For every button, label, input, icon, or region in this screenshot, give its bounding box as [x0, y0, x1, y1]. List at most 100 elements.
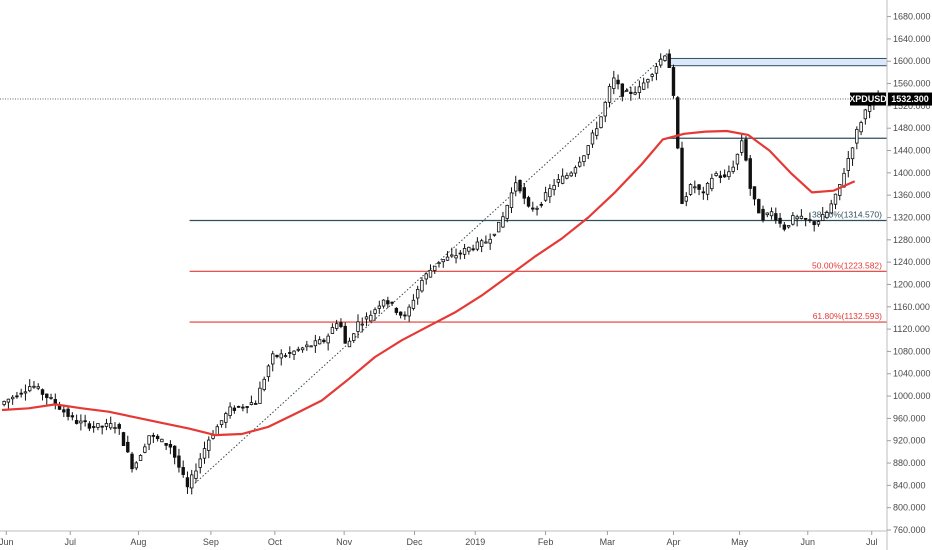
- candle-body: [505, 204, 509, 219]
- candle-body: [846, 157, 850, 171]
- x-tick-label: Dec: [406, 537, 423, 547]
- candle-body: [450, 254, 454, 257]
- candle-body: [232, 407, 237, 411]
- fib-label: 38.20%(1314.570): [812, 210, 882, 220]
- candle-body: [317, 339, 322, 345]
- candle-body: [266, 365, 271, 378]
- y-tick-label: 1440.000: [893, 146, 931, 156]
- moving-average-layer: [1, 129, 856, 437]
- y-tick-label: 1240.000: [893, 257, 931, 267]
- candle-body: [283, 355, 288, 357]
- y-axis[interactable]: 760.000 800.000 840.000 880.000 920.000 960.0…: [886, 0, 931, 550]
- candle-body: [49, 397, 53, 399]
- candle-body: [748, 158, 752, 189]
- candle-body: [198, 458, 202, 468]
- x-tick-label: Nov: [336, 537, 353, 547]
- moving-average-line: [1, 129, 856, 437]
- candle-body: [595, 128, 599, 136]
- candle-body: [224, 413, 228, 423]
- candle-body: [32, 385, 36, 388]
- candle-body: [616, 79, 620, 85]
- candle-body: [782, 224, 787, 230]
- candle-body: [130, 453, 134, 470]
- candle-body: [420, 279, 424, 292]
- y-tick-label: 880.000: [893, 458, 926, 468]
- candle-body: [565, 175, 569, 179]
- candle-body: [309, 345, 313, 348]
- candle-body: [369, 314, 373, 322]
- candle-body: [330, 327, 335, 334]
- x-tick-label: Sep: [203, 537, 219, 547]
- candle-body: [821, 214, 825, 221]
- candle-body: [275, 354, 279, 358]
- candle-body: [535, 207, 539, 210]
- candle-body: [620, 83, 625, 97]
- candle-body: [786, 225, 791, 228]
- candle-body: [646, 79, 650, 83]
- candle-body: [373, 309, 377, 314]
- candle-body: [6, 398, 11, 403]
- candle-body: [761, 208, 765, 221]
- candle-body: [134, 462, 138, 469]
- candle-body: [202, 448, 207, 459]
- y-tick-label: 1680.000: [893, 12, 931, 22]
- x-tick-label: Apr: [666, 537, 680, 547]
- candle-body: [121, 432, 126, 446]
- candle-body: [539, 203, 544, 206]
- candle-body: [91, 426, 96, 428]
- candle-body: [377, 305, 382, 309]
- candle-body: [573, 167, 578, 174]
- candle-body: [83, 420, 87, 423]
- candle-body: [454, 255, 458, 259]
- x-tick-label: Jul: [866, 537, 878, 547]
- candle-body: [339, 322, 343, 327]
- candle-body: [96, 423, 100, 428]
- y-tick-label: 960.000: [893, 413, 926, 423]
- candle-body: [2, 401, 6, 405]
- candle-body: [667, 53, 671, 69]
- candle-body: [548, 188, 552, 198]
- candle-body: [394, 307, 399, 313]
- candle-body: [415, 288, 420, 299]
- candle-body: [433, 265, 437, 271]
- candle-body: [168, 443, 173, 448]
- candle-body: [812, 221, 816, 226]
- y-tick-label: 920.000: [893, 436, 926, 446]
- candle-body: [190, 474, 194, 489]
- candle-body: [147, 435, 151, 445]
- candle-body: [680, 147, 684, 204]
- candle-body: [407, 306, 411, 317]
- candle-body: [514, 182, 518, 192]
- candle-body: [160, 438, 164, 443]
- x-axis[interactable]: Jun Jul Aug Sep Oct Nov Dec 2019 Feb Mar Apr May Jun…: [0, 530, 887, 547]
- candle-body: [757, 199, 761, 214]
- fib-label: 61.80%(1132.593): [813, 311, 882, 321]
- candle-body: [326, 335, 330, 344]
- candle-body: [228, 406, 232, 417]
- candle-body: [207, 439, 211, 451]
- candle-body: [458, 252, 463, 255]
- candle-body: [271, 353, 275, 365]
- candle-body: [586, 145, 590, 155]
- candle-body: [569, 172, 573, 177]
- candle-body: [62, 409, 66, 413]
- trendline-layer: [189, 53, 668, 489]
- supply-zone-layer: [668, 57, 888, 67]
- candle-body: [445, 256, 450, 261]
- candle-body: [87, 423, 92, 429]
- candle-body: [518, 179, 522, 192]
- candle-body: [279, 353, 283, 359]
- candle-body: [28, 386, 32, 392]
- fib-levels: 38.20%(1314.570) 50.00%(1223.582) 61.80%(1…: [189, 137, 887, 323]
- candle-body: [531, 207, 535, 210]
- supply-zone: [668, 57, 888, 67]
- candle-body: [855, 128, 859, 144]
- candle-body: [109, 423, 113, 429]
- candle-body: [829, 203, 833, 214]
- fib-label: 50.00%(1223.582): [812, 260, 882, 270]
- symbol-label: XPDUSD: [849, 94, 887, 104]
- candle-body: [663, 55, 667, 61]
- candle-body: [752, 186, 757, 200]
- candle-body: [155, 435, 160, 440]
- candle-body: [612, 77, 616, 89]
